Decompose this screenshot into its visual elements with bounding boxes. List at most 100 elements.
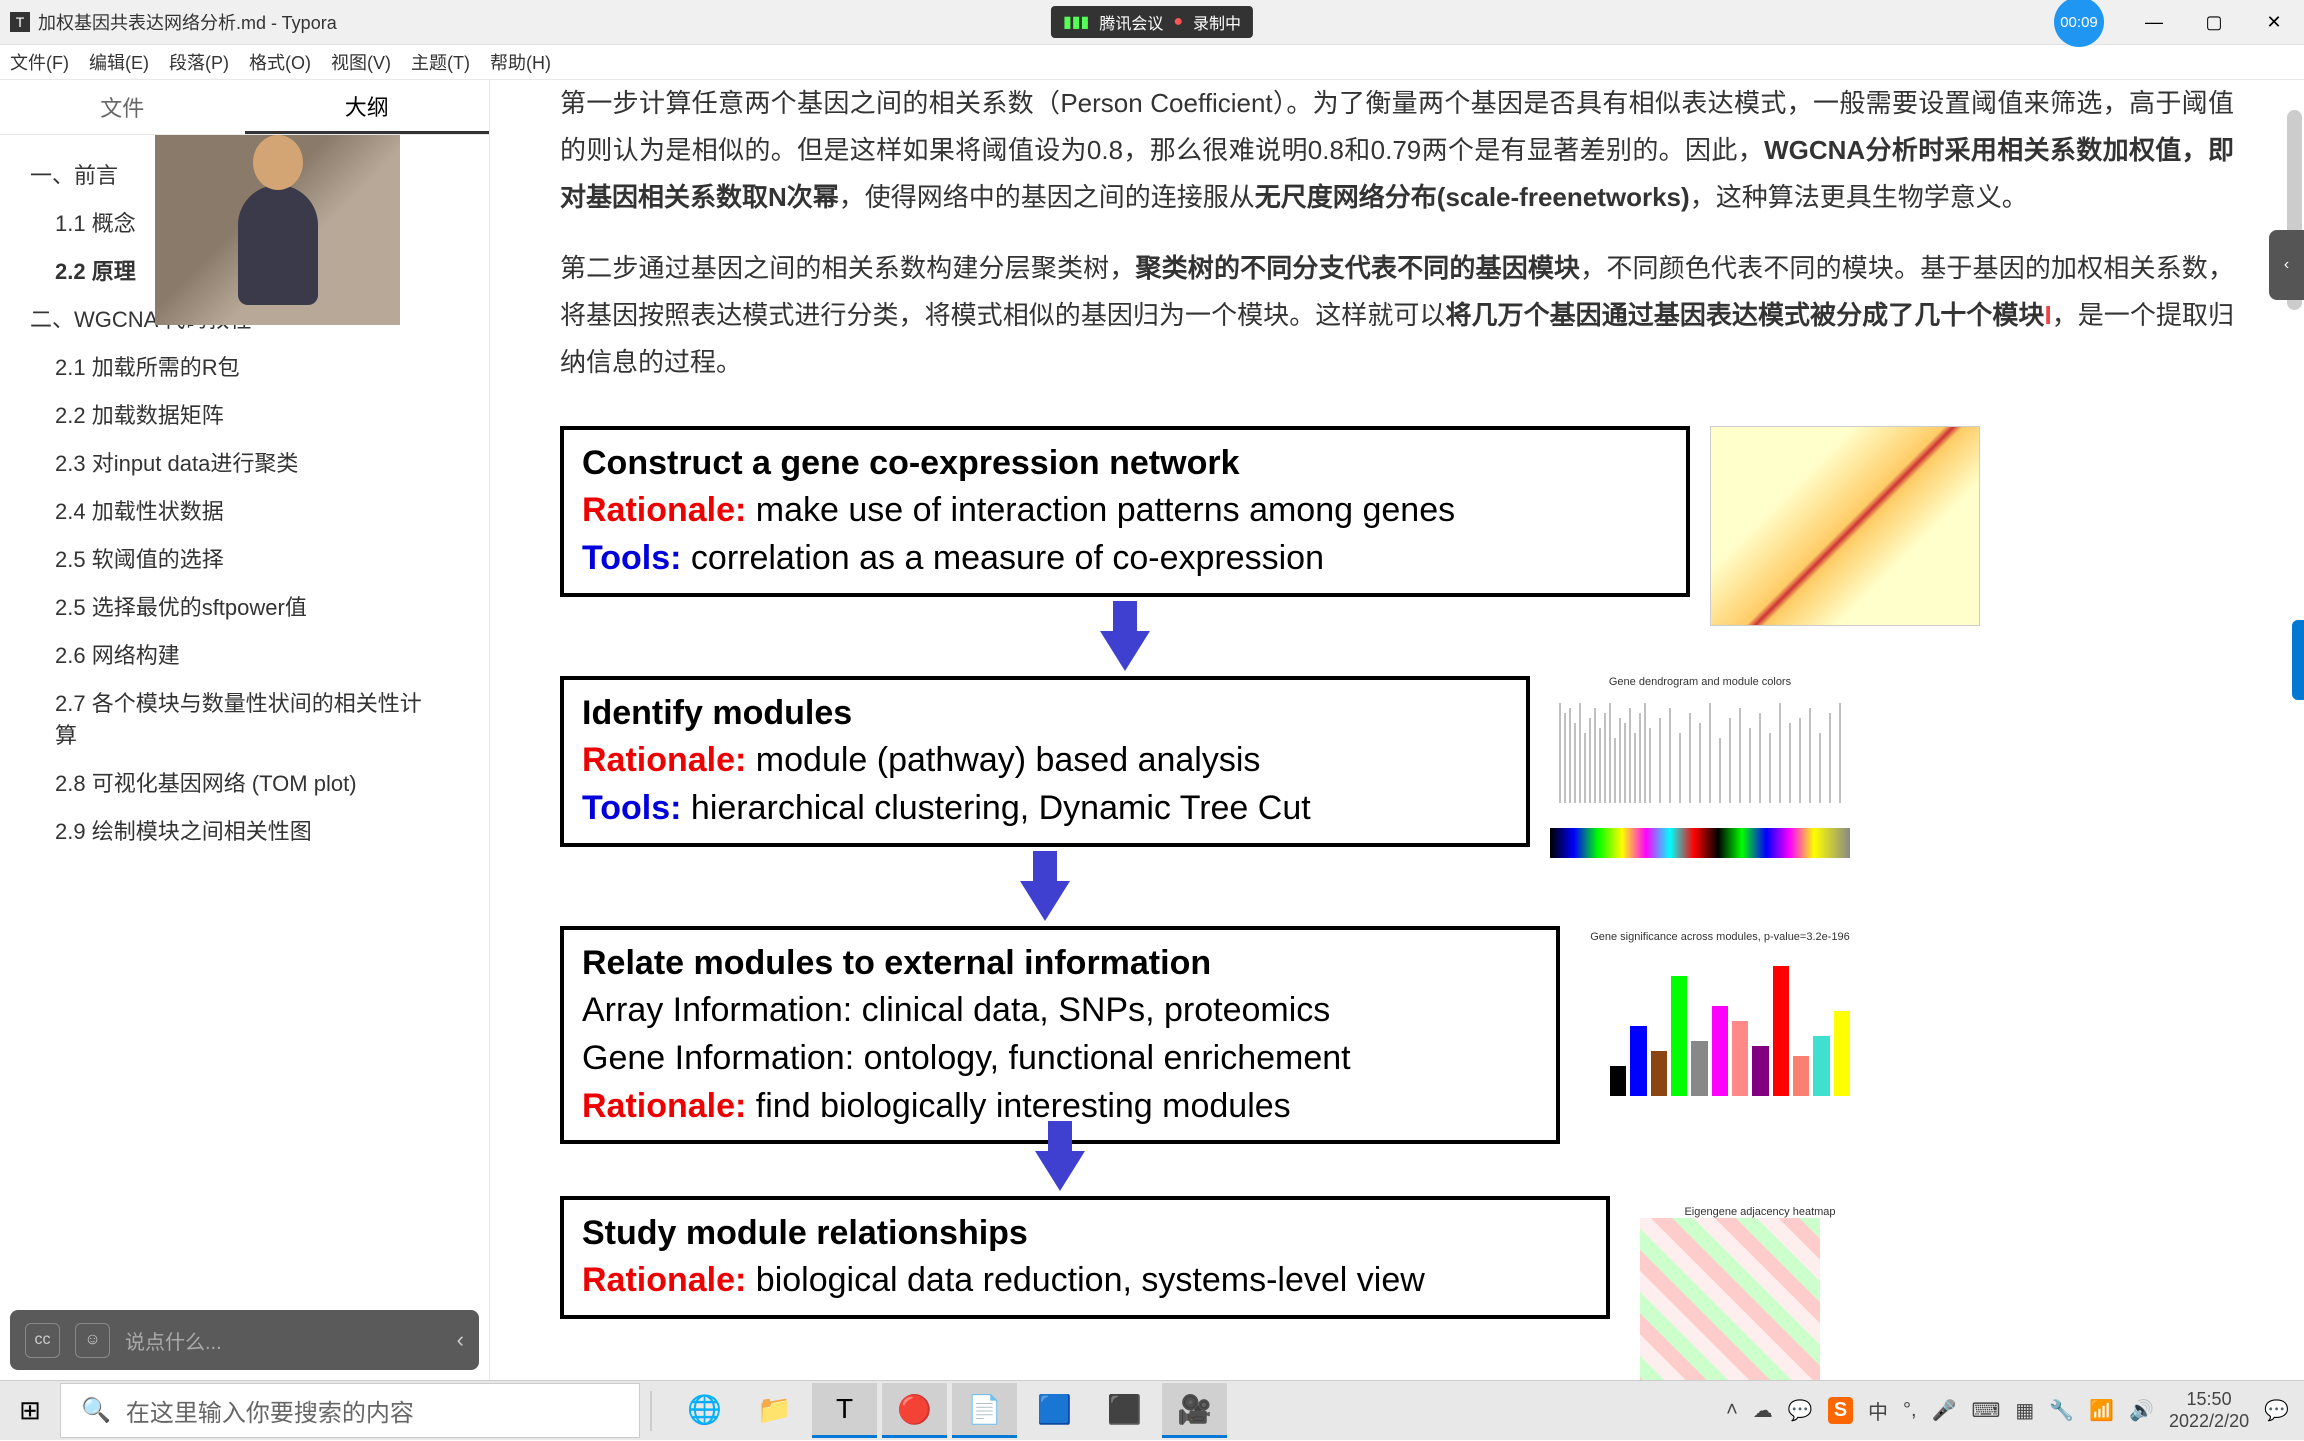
chat-cc-icon[interactable]: cc bbox=[25, 1323, 60, 1358]
taskbar-search[interactable]: 🔍 在这里输入你要搜索的内容 bbox=[60, 1383, 640, 1438]
taskbar-app-2[interactable]: 📄 bbox=[952, 1383, 1017, 1438]
taskbar-apps: 🌐 📁 T 🔴 📄 🟦 ⬛ 🎥 bbox=[672, 1383, 1227, 1438]
tray-chevron-icon[interactable]: ˄ bbox=[1726, 1399, 1738, 1422]
chat-input[interactable]: 说点什么... bbox=[125, 1326, 442, 1355]
text-cursor: I bbox=[2044, 300, 2051, 330]
taskbar: ⊞ 🔍 在这里输入你要搜索的内容 🌐 📁 T 🔴 📄 🟦 ⬛ 🎥 ˄ ☁ 💬 S… bbox=[0, 1380, 2304, 1440]
heatmap-thumbnail-1 bbox=[1710, 426, 1980, 626]
bar bbox=[1651, 1051, 1667, 1096]
editor-content[interactable]: 第一步计算任意两个基因之间的相关系数（Person Coefficient）。为… bbox=[490, 80, 2304, 1380]
tray-ime[interactable]: 中 bbox=[1868, 1396, 1888, 1425]
menu-view[interactable]: 视图(V) bbox=[331, 49, 391, 75]
menu-help[interactable]: 帮助(H) bbox=[490, 49, 551, 75]
outline-item[interactable]: 2.8 可视化基因网络 (TOM plot) bbox=[10, 758, 479, 806]
tray-mic-icon[interactable]: 🎤 bbox=[1932, 1398, 1957, 1423]
diagram-box-4: Study module relationships Rationale: bi… bbox=[560, 1196, 1610, 1319]
meeting-timer[interactable]: 00:09 bbox=[2054, 0, 2104, 47]
menu-paragraph[interactable]: 段落(P) bbox=[169, 49, 229, 75]
taskbar-app-3[interactable]: 🟦 bbox=[1022, 1383, 1087, 1438]
minimize-button[interactable]: — bbox=[2124, 0, 2184, 45]
tray-volume-icon[interactable]: 🔊 bbox=[2129, 1398, 2154, 1423]
tray-network-icon[interactable]: 📶 bbox=[2089, 1398, 2114, 1423]
taskbar-app-meeting[interactable]: 🎥 bbox=[1162, 1383, 1227, 1438]
webcam-overlay[interactable] bbox=[155, 135, 400, 325]
bar bbox=[1793, 1056, 1809, 1096]
outline-item[interactable]: 2.2 加载数据矩阵 bbox=[10, 390, 479, 438]
barchart-thumbnail: Gene significance across modules, p-valu… bbox=[1580, 926, 1860, 1146]
chat-collapse-icon[interactable]: ‹ bbox=[457, 1327, 464, 1353]
menu-edit[interactable]: 编辑(E) bbox=[89, 49, 149, 75]
close-button[interactable]: ✕ bbox=[2244, 0, 2304, 45]
menubar: 文件(F) 编辑(E) 段落(P) 格式(O) 视图(V) 主题(T) 帮助(H… bbox=[0, 45, 2304, 80]
outline-item[interactable]: 2.6 网络构建 bbox=[10, 630, 479, 678]
window-controls: — ▢ ✕ bbox=[2124, 0, 2304, 45]
outline-item[interactable]: 2.5 选择最优的sftpower值 bbox=[10, 582, 479, 630]
dendrogram-thumbnail: Gene dendrogram and module colors bbox=[1550, 676, 1850, 876]
tray-notification-icon[interactable]: 💬 bbox=[2264, 1398, 2289, 1423]
window-title: 加权基因共表达网络分析.md - Typora bbox=[38, 9, 337, 35]
paragraph-2: 第二步通过基因之间的相关系数构建分层聚类树，聚类树的不同分支代表不同的基因模块，… bbox=[560, 245, 2234, 385]
titlebar: T 加权基因共表达网络分析.md - Typora ▮▮▮ 腾讯会议 ● 录制中… bbox=[0, 0, 2304, 45]
bar bbox=[1752, 1046, 1768, 1096]
maximize-button[interactable]: ▢ bbox=[2184, 0, 2244, 45]
arrow-icon bbox=[1020, 881, 1070, 921]
sidebar: 文件 大纲 一、前言1.1 概念2.2 原理二、WGCNA 代码教程2.1 加载… bbox=[0, 80, 490, 1380]
bar bbox=[1834, 1011, 1850, 1096]
taskbar-app-1[interactable]: 🔴 bbox=[882, 1383, 947, 1438]
arrow-icon bbox=[1035, 1151, 1085, 1191]
outline-item[interactable]: 2.4 加载性状数据 bbox=[10, 486, 479, 534]
meeting-status: 录制中 bbox=[1193, 10, 1241, 34]
outline-item[interactable]: 2.5 软阈值的选择 bbox=[10, 534, 479, 582]
menu-theme[interactable]: 主题(T) bbox=[411, 49, 470, 75]
bar bbox=[1712, 1006, 1728, 1096]
outline-item[interactable]: 2.1 加载所需的R包 bbox=[10, 342, 479, 390]
bar bbox=[1691, 1041, 1707, 1096]
tray-keyboard-icon[interactable]: ⌨ bbox=[1972, 1398, 2001, 1423]
meeting-widget[interactable]: ▮▮▮ 腾讯会议 ● 录制中 bbox=[1051, 6, 1253, 38]
signal-icon: ▮▮▮ bbox=[1063, 12, 1089, 32]
bar bbox=[1732, 1021, 1748, 1096]
start-button[interactable]: ⊞ bbox=[0, 1381, 60, 1441]
paragraph-1: 第一步计算任意两个基因之间的相关系数（Person Coefficient）。为… bbox=[560, 80, 2234, 220]
tray-wechat-icon[interactable]: 💬 bbox=[1788, 1398, 1813, 1423]
taskbar-app-edge[interactable]: 🌐 bbox=[672, 1383, 737, 1438]
outline-item[interactable]: 2.9 绘制模块之间相关性图 bbox=[10, 806, 479, 854]
tray-punct-icon[interactable]: °, bbox=[1903, 1399, 1917, 1422]
bar bbox=[1610, 1066, 1626, 1096]
diagram-box-2: Identify modules Rationale: module (path… bbox=[560, 676, 1530, 847]
tray-sogou-icon[interactable]: S bbox=[1828, 1397, 1853, 1424]
search-icon: 🔍 bbox=[81, 1396, 111, 1425]
tray-cloud-icon[interactable]: ☁ bbox=[1753, 1398, 1773, 1423]
bar bbox=[1671, 976, 1687, 1096]
meeting-app: 腾讯会议 bbox=[1099, 10, 1163, 34]
menu-format[interactable]: 格式(O) bbox=[249, 49, 311, 75]
chat-bar: cc ☺ 说点什么... ‹ bbox=[10, 1310, 479, 1370]
bar bbox=[1773, 966, 1789, 1096]
system-tray: ˄ ☁ 💬 S 中 °, 🎤 ⌨ ▦ 🔧 📶 🔊 15:50 2022/2/20… bbox=[1726, 1389, 2304, 1432]
arrow-icon bbox=[1100, 631, 1150, 671]
diagram-box-3: Relate modules to external information A… bbox=[560, 926, 1560, 1144]
tray-tool-icon[interactable]: 🔧 bbox=[2049, 1398, 2074, 1423]
taskbar-app-typora[interactable]: T bbox=[812, 1383, 877, 1438]
sidebar-tabs: 文件 大纲 bbox=[0, 80, 489, 135]
taskbar-app-explorer[interactable]: 📁 bbox=[742, 1383, 807, 1438]
app-icon: T bbox=[10, 12, 30, 32]
tab-file[interactable]: 文件 bbox=[0, 80, 245, 134]
workflow-diagram: Construct a gene co-expression network R… bbox=[560, 426, 2234, 1380]
outline-item[interactable]: 2.7 各个模块与数量性状间的相关性计算 bbox=[10, 678, 479, 758]
tray-grid-icon[interactable]: ▦ bbox=[2015, 1398, 2034, 1423]
heatmap-thumbnail-2: Eigengene adjacency heatmap bbox=[1630, 1196, 1890, 1380]
record-icon: ● bbox=[1173, 13, 1183, 31]
tab-outline[interactable]: 大纲 bbox=[245, 80, 490, 134]
tray-clock[interactable]: 15:50 2022/2/20 bbox=[2169, 1389, 2249, 1432]
menu-file[interactable]: 文件(F) bbox=[10, 49, 69, 75]
side-panel-toggle[interactable]: ‹ bbox=[2269, 230, 2304, 300]
outline-item[interactable]: 2.3 对input data进行聚类 bbox=[10, 438, 479, 486]
chat-emoji-icon[interactable]: ☺ bbox=[75, 1323, 110, 1358]
bar bbox=[1813, 1036, 1829, 1096]
search-placeholder: 在这里输入你要搜索的内容 bbox=[126, 1393, 414, 1428]
bar bbox=[1630, 1026, 1646, 1096]
taskbar-app-4[interactable]: ⬛ bbox=[1092, 1383, 1157, 1438]
side-handle[interactable] bbox=[2292, 620, 2304, 700]
diagram-box-1: Construct a gene co-expression network R… bbox=[560, 426, 1690, 597]
